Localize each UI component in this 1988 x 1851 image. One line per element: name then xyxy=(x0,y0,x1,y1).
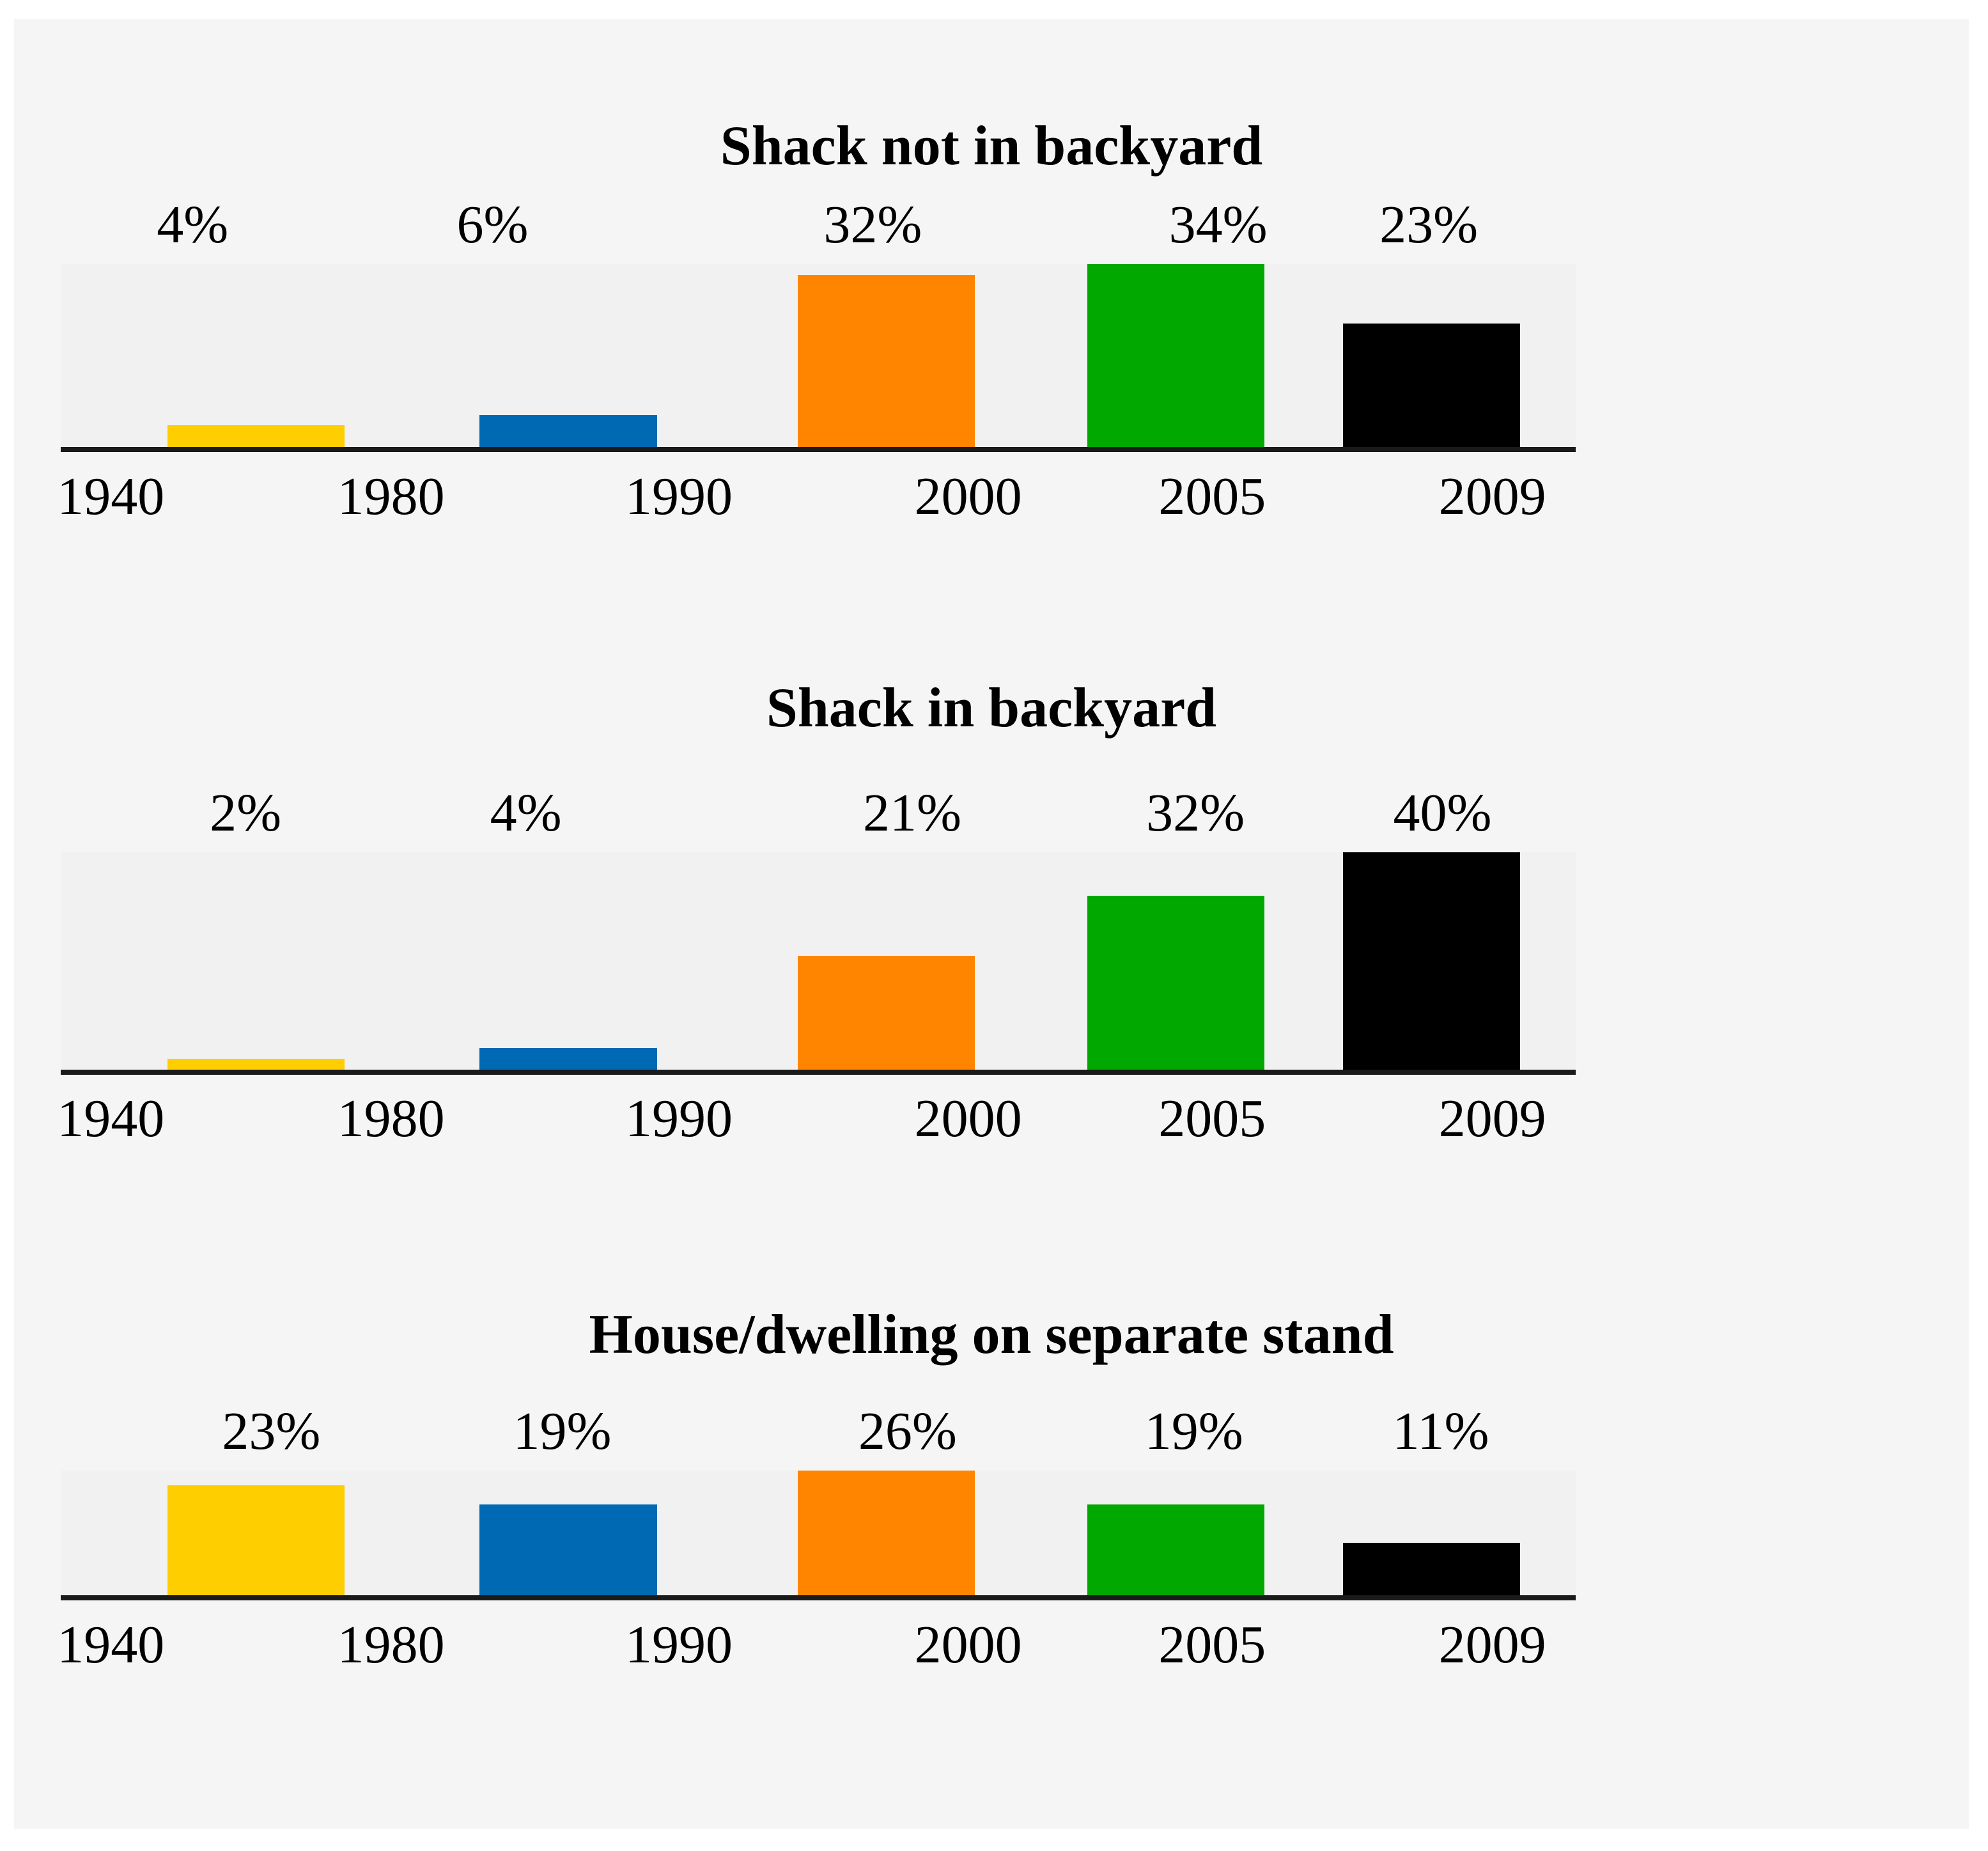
bar-orange xyxy=(798,1471,975,1595)
value-label: 21% xyxy=(862,783,961,843)
value-label: 34% xyxy=(1169,195,1268,254)
x-tick-label: 1980 xyxy=(337,1615,445,1675)
bar-black xyxy=(1343,323,1521,447)
value-labels-row: 4% 6% 32% 34% 23% xyxy=(61,198,1576,259)
bar-green xyxy=(1087,264,1264,447)
x-tick-label: 1980 xyxy=(337,467,445,526)
bar-orange xyxy=(798,955,975,1070)
bar-orange xyxy=(798,274,975,447)
value-labels-row: 2% 4% 21% 32% 40% xyxy=(61,786,1576,847)
bar-black xyxy=(1343,852,1521,1070)
bar-yellow xyxy=(167,1059,345,1070)
chart-shack-in-backyard: Shack in backyard 2% 4% 21% 32% 40% 1940 1980… xyxy=(14,19,1969,1829)
bar-black xyxy=(1343,1542,1521,1595)
x-tick-label: 1940 xyxy=(57,1615,165,1675)
x-tick-label: 1990 xyxy=(625,467,733,526)
value-label: 26% xyxy=(858,1402,957,1461)
chart-shack-not-in-backyard: Shack not in backyard 4% 6% 32% 34% 23% 1940… xyxy=(14,19,1969,1829)
x-tick-label: 2005 xyxy=(1158,467,1266,526)
value-label: 4% xyxy=(490,783,562,843)
x-tick-label: 2009 xyxy=(1438,1615,1546,1675)
bar-green xyxy=(1087,1504,1264,1595)
x-axis-labels-row: 1940 1980 1990 2000 2005 2009 xyxy=(57,467,1576,531)
x-axis-labels-row: 1940 1980 1990 2000 2005 2009 xyxy=(57,1615,1576,1679)
bar-yellow xyxy=(167,425,345,447)
value-label: 19% xyxy=(513,1402,612,1461)
value-label: 23% xyxy=(1379,195,1479,254)
chart-title: House/dwelling on separate stand xyxy=(589,1304,1394,1366)
plot-area xyxy=(61,264,1576,452)
x-tick-label: 1980 xyxy=(337,1089,445,1148)
bar-green xyxy=(1087,896,1264,1070)
chart-title: Shack not in backyard xyxy=(720,115,1263,177)
value-label: 2% xyxy=(210,783,282,843)
value-label: 23% xyxy=(222,1402,321,1461)
chart-house-dwelling-separate-stand: House/dwelling on separate stand 23% 19% 2… xyxy=(14,19,1969,1829)
x-tick-label: 1940 xyxy=(57,467,165,526)
value-labels-row: 23% 19% 26% 19% 11% xyxy=(61,1405,1576,1465)
x-tick-label: 2005 xyxy=(1158,1089,1266,1148)
value-label: 40% xyxy=(1393,783,1492,843)
value-label: 11% xyxy=(1392,1402,1489,1461)
bar-blue xyxy=(479,414,657,447)
x-axis-labels-row: 1940 1980 1990 2000 2005 2009 xyxy=(57,1089,1576,1153)
value-label: 32% xyxy=(823,195,922,254)
x-tick-label: 1990 xyxy=(625,1089,733,1148)
bar-blue xyxy=(479,1504,657,1595)
bar-blue xyxy=(479,1048,657,1070)
x-tick-label: 2000 xyxy=(914,1089,1022,1148)
value-label: 19% xyxy=(1144,1402,1243,1461)
x-tick-label: 2009 xyxy=(1438,467,1546,526)
value-label: 32% xyxy=(1146,783,1245,843)
x-tick-label: 2000 xyxy=(914,467,1022,526)
plot-area xyxy=(61,852,1576,1075)
x-tick-label: 2005 xyxy=(1158,1615,1266,1675)
x-tick-label: 2000 xyxy=(914,1615,1022,1675)
chart-title: Shack in backyard xyxy=(766,677,1217,739)
plot-area xyxy=(61,1471,1576,1600)
x-tick-label: 1990 xyxy=(625,1615,733,1675)
value-label: 6% xyxy=(456,195,529,254)
x-tick-label: 2009 xyxy=(1438,1089,1546,1148)
value-label: 4% xyxy=(157,195,229,254)
figure-panel: Shack not in backyard 4% 6% 32% 34% 23% 1940… xyxy=(14,19,1969,1829)
x-tick-label: 1940 xyxy=(57,1089,165,1148)
bar-yellow xyxy=(167,1485,345,1595)
